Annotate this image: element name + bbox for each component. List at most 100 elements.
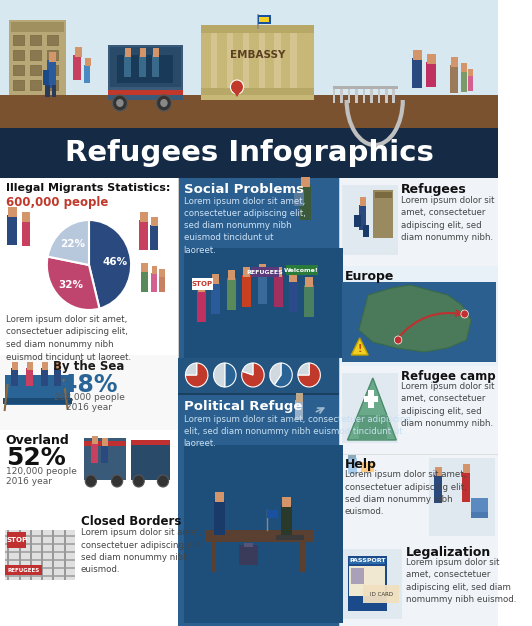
Text: Lorem ipsum dolor sit
amet, consectetuer
adipiscing elit, sed
diam nonummy nibh.: Lorem ipsum dolor sit amet, consectetuer… <box>401 382 494 429</box>
FancyBboxPatch shape <box>11 22 64 32</box>
Text: STOP: STOP <box>6 537 28 543</box>
Text: Lorem ipsum dolor sit
amet, consectetuer
adipiscing elit, sed diam
nomummy nibh : Lorem ipsum dolor sit amet, consectetuer… <box>405 558 516 605</box>
FancyBboxPatch shape <box>373 190 394 238</box>
FancyBboxPatch shape <box>27 362 33 370</box>
FancyBboxPatch shape <box>288 280 298 312</box>
Text: STOP: STOP <box>192 281 213 287</box>
FancyBboxPatch shape <box>124 48 131 57</box>
FancyBboxPatch shape <box>301 177 310 187</box>
FancyBboxPatch shape <box>471 498 488 512</box>
FancyBboxPatch shape <box>85 58 91 66</box>
FancyBboxPatch shape <box>375 192 392 198</box>
FancyBboxPatch shape <box>5 375 70 405</box>
FancyBboxPatch shape <box>152 55 159 77</box>
FancyBboxPatch shape <box>290 33 297 93</box>
Text: EMBASSY: EMBASSY <box>230 50 285 60</box>
Text: Legalization: Legalization <box>405 546 491 559</box>
FancyBboxPatch shape <box>0 510 178 511</box>
Circle shape <box>112 475 123 487</box>
FancyBboxPatch shape <box>461 63 468 72</box>
FancyBboxPatch shape <box>461 70 468 92</box>
FancyBboxPatch shape <box>0 355 178 356</box>
Wedge shape <box>225 363 236 387</box>
Wedge shape <box>47 257 99 310</box>
FancyBboxPatch shape <box>0 128 498 178</box>
FancyBboxPatch shape <box>213 500 225 535</box>
Text: Lorem ipsum dolor sit
amet, consectetuer
adipiscing elit, sed
diam nonummy nibh.: Lorem ipsum dolor sit amet, consectetuer… <box>401 196 494 242</box>
FancyBboxPatch shape <box>350 558 385 564</box>
FancyBboxPatch shape <box>7 215 17 245</box>
FancyBboxPatch shape <box>19 530 21 580</box>
Text: Refugees: Refugees <box>401 183 467 196</box>
Text: REFUGEES: REFUGEES <box>7 568 39 573</box>
FancyBboxPatch shape <box>84 65 90 83</box>
FancyBboxPatch shape <box>275 267 282 277</box>
FancyBboxPatch shape <box>342 373 398 443</box>
Wedge shape <box>186 363 197 375</box>
FancyBboxPatch shape <box>178 358 339 393</box>
Circle shape <box>230 80 244 94</box>
FancyBboxPatch shape <box>350 566 385 596</box>
Wedge shape <box>242 363 264 387</box>
FancyBboxPatch shape <box>468 69 473 76</box>
Polygon shape <box>347 378 396 440</box>
FancyBboxPatch shape <box>151 273 157 292</box>
FancyBboxPatch shape <box>184 248 343 358</box>
FancyBboxPatch shape <box>13 35 24 45</box>
FancyBboxPatch shape <box>342 549 402 619</box>
FancyBboxPatch shape <box>26 368 33 386</box>
Circle shape <box>160 99 168 107</box>
FancyBboxPatch shape <box>84 438 127 480</box>
Polygon shape <box>233 91 241 97</box>
Circle shape <box>156 95 171 111</box>
Ellipse shape <box>188 290 329 350</box>
Text: Illegal Migrants Statistics:: Illegal Migrants Statistics: <box>6 183 170 193</box>
FancyBboxPatch shape <box>75 47 82 57</box>
FancyBboxPatch shape <box>107 45 182 100</box>
FancyBboxPatch shape <box>259 33 265 93</box>
FancyBboxPatch shape <box>110 47 181 87</box>
FancyBboxPatch shape <box>339 178 498 626</box>
FancyBboxPatch shape <box>354 215 361 227</box>
FancyBboxPatch shape <box>64 530 65 580</box>
FancyBboxPatch shape <box>212 274 219 284</box>
FancyBboxPatch shape <box>5 543 75 545</box>
FancyBboxPatch shape <box>198 282 205 292</box>
FancyBboxPatch shape <box>178 178 339 626</box>
FancyBboxPatch shape <box>5 575 75 577</box>
FancyBboxPatch shape <box>378 88 380 103</box>
FancyBboxPatch shape <box>363 225 369 237</box>
FancyBboxPatch shape <box>178 178 179 626</box>
FancyBboxPatch shape <box>202 25 314 100</box>
FancyBboxPatch shape <box>159 276 165 292</box>
FancyBboxPatch shape <box>131 440 170 480</box>
FancyBboxPatch shape <box>41 530 43 580</box>
FancyBboxPatch shape <box>151 217 159 226</box>
FancyBboxPatch shape <box>257 15 271 24</box>
FancyBboxPatch shape <box>462 472 470 502</box>
FancyBboxPatch shape <box>340 454 498 455</box>
FancyBboxPatch shape <box>427 54 436 64</box>
Text: Social Problems: Social Problems <box>184 183 304 196</box>
FancyBboxPatch shape <box>5 567 75 569</box>
FancyBboxPatch shape <box>43 70 49 85</box>
FancyBboxPatch shape <box>53 530 54 580</box>
Text: Lorem ipsum dolor sit amet,
consectetuer adipiscing elit,
sed diam nonummy nibh
: Lorem ipsum dolor sit amet, consectetuer… <box>184 197 305 255</box>
FancyBboxPatch shape <box>340 366 498 454</box>
FancyBboxPatch shape <box>340 542 498 626</box>
FancyBboxPatch shape <box>5 559 75 561</box>
FancyBboxPatch shape <box>340 266 498 267</box>
FancyBboxPatch shape <box>300 185 311 220</box>
Text: Refugees Infographics: Refugees Infographics <box>65 139 434 167</box>
FancyBboxPatch shape <box>54 368 61 386</box>
FancyBboxPatch shape <box>211 282 220 314</box>
FancyBboxPatch shape <box>202 25 314 33</box>
Wedge shape <box>242 363 253 375</box>
Wedge shape <box>47 220 89 265</box>
FancyBboxPatch shape <box>30 35 41 45</box>
Text: REFUGEES: REFUGEES <box>247 270 284 274</box>
Text: 288,000 people: 288,000 people <box>54 393 124 402</box>
Circle shape <box>133 475 144 487</box>
FancyBboxPatch shape <box>468 75 473 91</box>
Circle shape <box>85 475 96 487</box>
